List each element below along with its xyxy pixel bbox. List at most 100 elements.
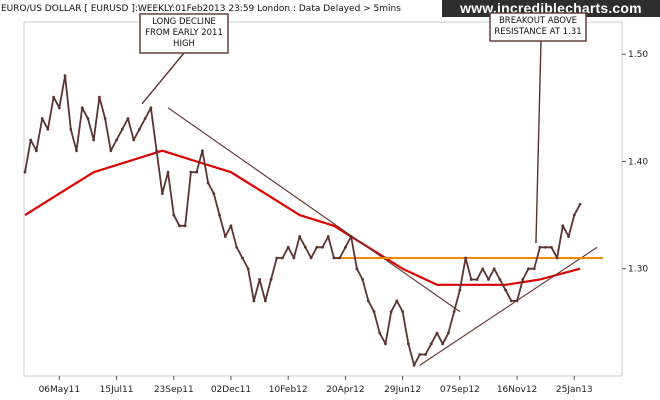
price-point xyxy=(549,245,553,249)
price-point xyxy=(35,149,38,153)
annotation-text: FROM EARLY 2011 xyxy=(145,28,223,38)
price-point xyxy=(504,288,508,292)
annotation-box xyxy=(139,13,229,54)
price-point xyxy=(115,138,118,142)
price-point xyxy=(241,256,244,260)
price-point xyxy=(452,310,456,314)
y-tick-label: 1.40 xyxy=(628,157,648,167)
price-point xyxy=(172,213,176,217)
price-point xyxy=(149,106,153,110)
price-point xyxy=(355,267,359,271)
price-point xyxy=(515,299,519,303)
price-point xyxy=(109,149,113,153)
price-point xyxy=(160,192,164,196)
price-point xyxy=(246,267,250,271)
x-tick-label: 25Jan13 xyxy=(556,385,593,395)
price-point xyxy=(361,278,364,281)
price-point xyxy=(40,117,44,120)
price-point xyxy=(447,331,450,335)
price-point xyxy=(344,245,347,249)
annotation-text: LONG DECLINE xyxy=(152,17,216,27)
price-point xyxy=(435,331,439,335)
price-point xyxy=(298,235,302,238)
price-point xyxy=(384,342,387,346)
price-point xyxy=(23,170,27,174)
x-tick-label: 07Sep12 xyxy=(440,385,480,395)
price-point xyxy=(372,310,376,314)
price-point xyxy=(200,149,204,153)
price-point xyxy=(80,106,84,110)
price-point xyxy=(481,267,485,271)
price-point xyxy=(69,127,73,131)
price-point xyxy=(578,202,582,206)
price-point xyxy=(469,278,473,281)
annotation-text: HIGH xyxy=(173,39,195,49)
price-point xyxy=(120,127,124,131)
annotation-box xyxy=(489,12,587,42)
price-point xyxy=(338,256,342,260)
price-point xyxy=(389,310,393,314)
annotation-text: RESISTANCE AT 1.31 xyxy=(494,27,581,37)
trendline xyxy=(419,246,598,366)
price-point xyxy=(418,353,422,356)
x-tick-label: 20Apr12 xyxy=(326,385,364,395)
moving-average-line xyxy=(24,149,581,286)
x-tick-label: 29Jun12 xyxy=(384,385,421,395)
price-point xyxy=(252,299,256,303)
price-point xyxy=(138,127,141,131)
price-point xyxy=(206,181,210,185)
x-tick-label: 10Feb12 xyxy=(269,385,308,395)
price-point xyxy=(292,256,296,260)
price-layer xyxy=(23,74,582,367)
x-tick-label: 02Dec11 xyxy=(211,385,251,395)
price-point xyxy=(321,245,324,249)
price-point xyxy=(183,224,187,228)
price-point xyxy=(223,235,227,238)
price-point xyxy=(326,235,330,238)
y-axis: 1.50 1.40 1.30 xyxy=(622,50,648,275)
price-point xyxy=(538,245,542,249)
price-point xyxy=(498,278,502,281)
price-point xyxy=(464,256,467,260)
price-point xyxy=(195,170,199,174)
price-point xyxy=(424,353,427,356)
annotation-pointer xyxy=(535,40,542,244)
price-point xyxy=(235,245,239,249)
price-point xyxy=(52,95,56,99)
price-point xyxy=(544,245,548,249)
price-point xyxy=(492,267,496,271)
price-point xyxy=(458,288,462,292)
price-point xyxy=(406,342,410,346)
price-point xyxy=(75,149,78,153)
price-point xyxy=(86,117,90,120)
price-point xyxy=(315,245,319,249)
price-point xyxy=(441,342,445,346)
price-point xyxy=(103,117,107,120)
price-point xyxy=(349,235,353,238)
trendline xyxy=(167,107,461,313)
price-point xyxy=(412,363,416,367)
price-point xyxy=(429,342,433,346)
price-point xyxy=(303,245,307,249)
price-point xyxy=(258,278,261,281)
price-point xyxy=(309,256,313,260)
x-tick-label: 15Jul11 xyxy=(100,385,134,395)
price-point xyxy=(63,74,67,78)
price-point xyxy=(126,117,130,120)
price-point xyxy=(132,138,136,142)
price-point xyxy=(509,299,513,303)
price-point xyxy=(275,256,279,260)
x-axis: 06May11 15Jul11 23Sep11 02Dec11 10Feb12 20Apr… xyxy=(39,376,593,395)
price-point xyxy=(57,106,61,110)
price-point xyxy=(555,256,559,260)
price-point xyxy=(527,267,530,271)
price-point xyxy=(561,224,565,228)
price-point xyxy=(332,256,336,260)
price-point xyxy=(97,95,101,99)
price-point xyxy=(475,278,479,281)
price-point xyxy=(567,235,570,238)
y-tick-label: 1.50 xyxy=(628,50,648,60)
price-point xyxy=(532,267,536,271)
